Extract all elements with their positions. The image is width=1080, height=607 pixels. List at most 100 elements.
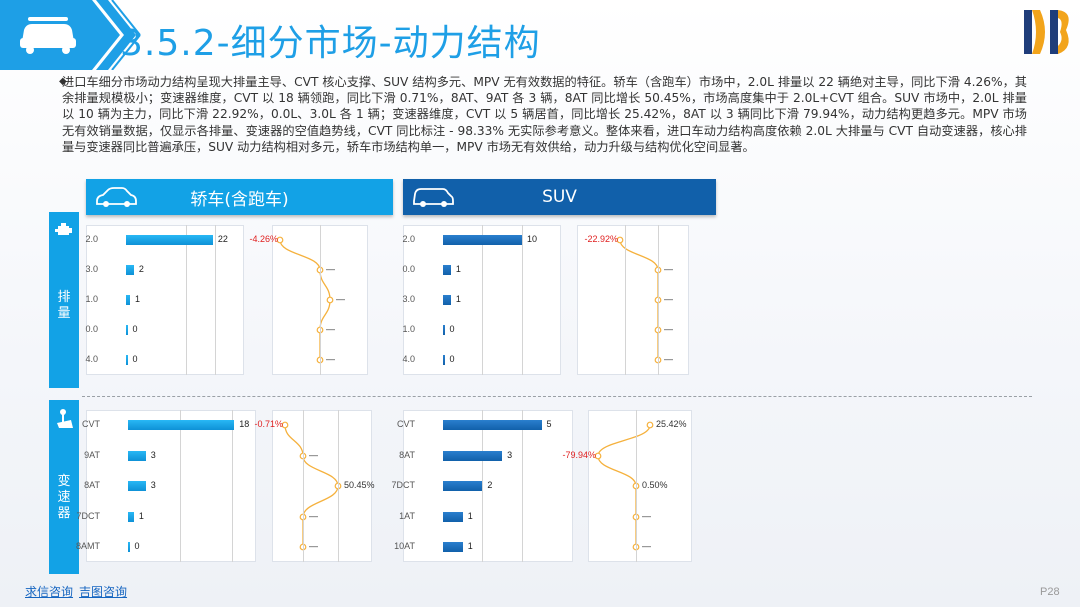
bar-value-label: 1: [467, 511, 473, 521]
category-label: 1.0: [85, 294, 98, 304]
engine-icon: [55, 223, 72, 235]
category-label: 8AT: [399, 450, 415, 460]
yoy-label: -0.71%: [254, 419, 283, 429]
footer-links: 求信咨询 吉图咨询: [25, 583, 133, 600]
category-label: 0.0: [85, 324, 98, 334]
bar-value-label: 0: [449, 354, 455, 364]
bar: [443, 451, 503, 461]
gridline: [482, 410, 483, 562]
category-label: 2.0: [85, 234, 98, 244]
category-label: 8AT: [84, 480, 100, 490]
yoy-label: -79.94%: [562, 450, 596, 460]
bar-value-label: 0: [132, 324, 138, 334]
bar-value-label: 22: [217, 234, 228, 244]
side-text-transmission-0: 变: [57, 474, 71, 489]
bar-value-label: 0: [134, 541, 140, 551]
trend-point: [594, 452, 602, 460]
bar-value-label: 5: [546, 419, 552, 429]
bar-value-label: 0: [449, 324, 455, 334]
yoy-label: -22.92%: [584, 234, 618, 244]
gridline: [522, 225, 523, 375]
side-label-transmission: 变 速 器: [49, 400, 79, 574]
bar: [443, 355, 445, 365]
yoy-label: —: [664, 264, 673, 274]
footer-link-2[interactable]: 吉图咨询: [79, 585, 128, 599]
category-label: CVT: [82, 419, 100, 429]
page-number: P28: [1040, 586, 1060, 598]
gridline: [522, 410, 523, 562]
sedan-label: 轿车(含跑车): [190, 189, 289, 210]
bar: [126, 295, 130, 305]
bar: [443, 420, 542, 430]
category-label: 9AT: [84, 450, 100, 460]
gridline: [215, 225, 216, 375]
bar: [128, 512, 134, 522]
yoy-label: 50.45%: [344, 480, 375, 490]
intro-text: 进口车细分市场动力结构呈现大排量主导、CVT 核心支撑、SUV 结构多元、MPV…: [62, 75, 1027, 154]
trend-gridline: [320, 225, 321, 375]
bar-value-label: 3: [507, 450, 513, 460]
trend-line: [284, 424, 339, 547]
category-label: 7DCT: [391, 480, 415, 490]
category-label: 4.0: [85, 354, 98, 364]
yoy-label: —: [309, 541, 318, 551]
bar-value-label: 2: [138, 264, 144, 274]
bar-value-label: 1: [455, 294, 461, 304]
db-logo: [1024, 10, 1069, 54]
trend-gridline: [636, 410, 637, 562]
bar: [443, 295, 451, 305]
trend-point: [326, 296, 334, 304]
category-label: CVT: [397, 419, 415, 429]
sedan-icon: [96, 187, 137, 207]
yoy-label: —: [336, 294, 345, 304]
yoy-label: —: [309, 450, 318, 460]
bar: [443, 512, 463, 522]
panel-suv-displacement-trend: [577, 225, 689, 375]
bar-value-label: 10: [527, 234, 538, 244]
gridline: [186, 225, 187, 375]
yoy-label: —: [326, 264, 335, 274]
side-text-displacement-1: 量: [57, 306, 71, 321]
yoy-label: —: [642, 511, 651, 521]
bar: [443, 481, 483, 491]
trend-point: [276, 236, 284, 244]
footer-link-1[interactable]: 求信咨询: [25, 585, 74, 599]
bar: [128, 542, 130, 552]
bar: [126, 265, 134, 275]
car-icon: [20, 17, 76, 54]
bar: [126, 235, 213, 245]
header-band: [0, 0, 141, 70]
trend-gridline: [625, 225, 626, 375]
yoy-label: -4.26%: [249, 234, 278, 244]
yoy-label: —: [326, 354, 335, 364]
trend-line: [279, 239, 331, 360]
bar-value-label: 2: [487, 480, 493, 490]
section-header-suv: SUV: [403, 179, 716, 215]
bar: [443, 265, 451, 275]
category-label: 1AT: [399, 511, 415, 521]
yoy-label: 25.42%: [656, 419, 687, 429]
bar-value-label: 1: [455, 264, 461, 274]
side-text-transmission-2: 器: [57, 506, 71, 521]
bar: [126, 355, 128, 365]
bar-value-label: 3: [150, 480, 156, 490]
side-text-transmission-1: 速: [57, 490, 71, 505]
category-label: 4.0: [402, 354, 415, 364]
gear-shift-icon: [57, 409, 73, 428]
bar-value-label: 0: [132, 354, 138, 364]
section-divider: [82, 396, 1032, 397]
yoy-label: —: [642, 541, 651, 551]
bar-value-label: 18: [239, 419, 250, 429]
suv-label: SUV: [542, 187, 577, 207]
yoy-label: —: [664, 354, 673, 364]
category-label: 10AT: [394, 541, 415, 551]
category-label: 7DCT: [76, 511, 100, 521]
page-title: 3.5.2-细分市场-动力结构: [120, 23, 541, 64]
category-label: 3.0: [402, 294, 415, 304]
bar: [128, 420, 235, 430]
yoy-label: —: [664, 294, 673, 304]
trend-point: [281, 421, 289, 429]
bar: [128, 481, 146, 491]
bar: [128, 451, 146, 461]
